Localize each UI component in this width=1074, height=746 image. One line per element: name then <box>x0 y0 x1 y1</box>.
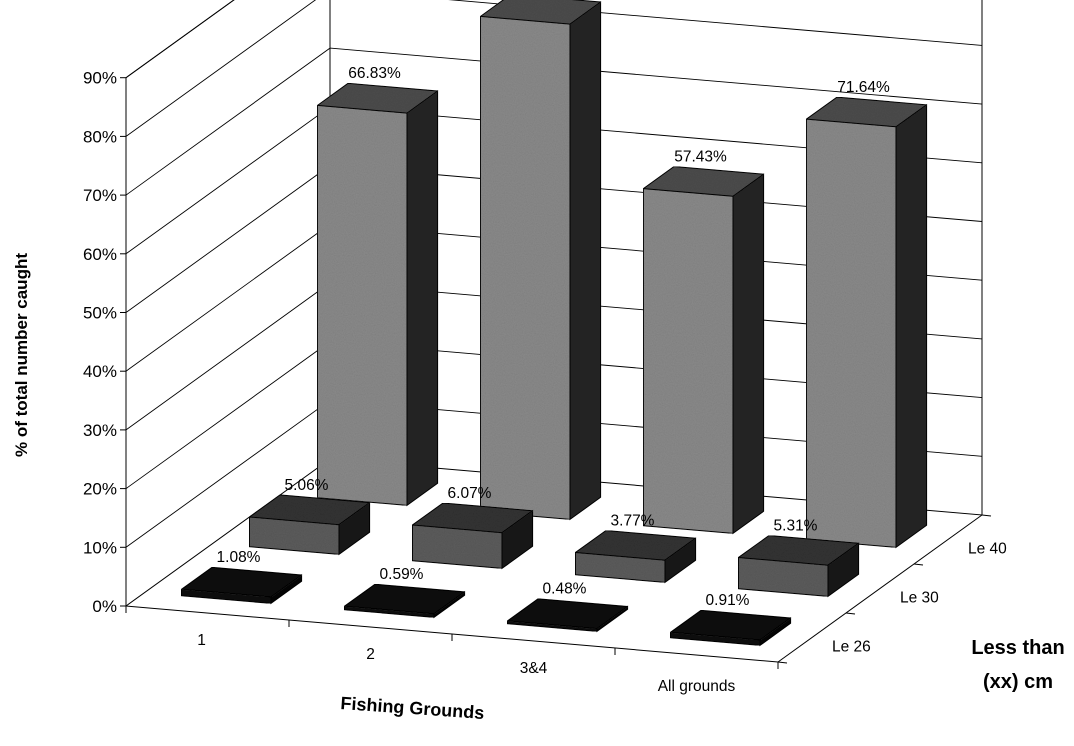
bar-top <box>669 609 792 641</box>
data-label: 5.31% <box>774 517 818 534</box>
z-tick <box>913 563 924 566</box>
bar-side <box>732 173 765 535</box>
bar-top <box>343 583 466 615</box>
bar <box>574 529 697 584</box>
y-tick-label: 0% <box>92 597 117 616</box>
axes <box>120 77 992 669</box>
bar <box>669 609 792 647</box>
bar <box>343 583 466 619</box>
z-axis-title-line2: (xx) cm <box>983 671 1053 693</box>
data-label: 0.91% <box>706 592 750 609</box>
bar <box>506 598 629 633</box>
y-axis-title: % of total number caught <box>12 253 31 457</box>
z-tick <box>845 612 856 615</box>
bar <box>180 566 303 605</box>
bar-top <box>805 96 928 128</box>
bar-front <box>642 188 734 534</box>
bar-top <box>574 529 697 561</box>
data-labels: 66.83%84.38%57.43%71.64%5.06%6.07%3.77%5… <box>217 65 890 609</box>
bar-top <box>316 82 439 114</box>
data-label: 57.43% <box>674 148 727 165</box>
bars <box>180 0 928 647</box>
y-tick-label: 70% <box>83 186 117 205</box>
bar-front <box>316 104 408 506</box>
z-tick <box>981 514 992 517</box>
data-label: 0.48% <box>543 581 587 598</box>
tick-labels: 0% 10% 20% 30% 40% 50% 60% 70% 80% 90% 1 2 3&4 All gr… <box>83 69 1007 695</box>
bar-front <box>479 15 571 520</box>
y-tick-label: 90% <box>83 69 117 88</box>
z-tick-label: Le 40 <box>968 541 1007 558</box>
data-label: 6.07% <box>448 485 492 502</box>
y-tick-label: 50% <box>83 304 117 323</box>
data-label: 1.08% <box>217 549 261 566</box>
bar <box>805 96 928 549</box>
bar-top <box>737 534 860 566</box>
data-label: 71.64% <box>837 79 890 96</box>
data-label: 3.77% <box>611 512 655 529</box>
bar-top <box>479 0 602 25</box>
bar-top <box>180 566 303 598</box>
x-tick-label: All grounds <box>658 678 736 695</box>
data-label: 66.83% <box>348 65 401 82</box>
gridline <box>125 0 235 79</box>
bar <box>316 82 439 507</box>
bar <box>248 494 371 556</box>
bar-top <box>642 165 765 197</box>
gridline <box>125 47 983 196</box>
x-tick-label: 1 <box>197 632 206 649</box>
bar-side <box>406 90 439 507</box>
y-tick-label: 40% <box>83 362 117 381</box>
z-axis-title-line1: Less than <box>971 637 1064 659</box>
data-label: 0.59% <box>380 566 424 583</box>
x-tick-label: 3&4 <box>520 660 548 677</box>
gridline <box>125 0 983 137</box>
bar-top <box>248 494 371 526</box>
bar <box>642 165 765 535</box>
z-axis <box>777 514 983 663</box>
x-axis-title: Fishing Grounds <box>340 693 485 723</box>
z-tick-label: Le 30 <box>900 590 939 607</box>
bar-side <box>895 103 928 549</box>
z-tick <box>777 661 788 664</box>
x-tick-label: 2 <box>366 646 375 663</box>
bar-front <box>805 118 897 548</box>
bar-top <box>411 502 534 534</box>
y-tick-label: 10% <box>83 538 117 557</box>
bar <box>479 0 602 521</box>
bar-side <box>569 1 602 521</box>
y-tick-label: 20% <box>83 480 117 499</box>
data-label: 5.06% <box>285 477 329 494</box>
bar <box>737 534 860 598</box>
z-tick-label: Le 26 <box>832 639 871 656</box>
y-tick-label: 80% <box>83 127 117 146</box>
y-tick-label: 60% <box>83 245 117 264</box>
bar <box>411 502 534 570</box>
bar-top <box>506 598 629 630</box>
y-tick-label: 30% <box>83 421 117 440</box>
